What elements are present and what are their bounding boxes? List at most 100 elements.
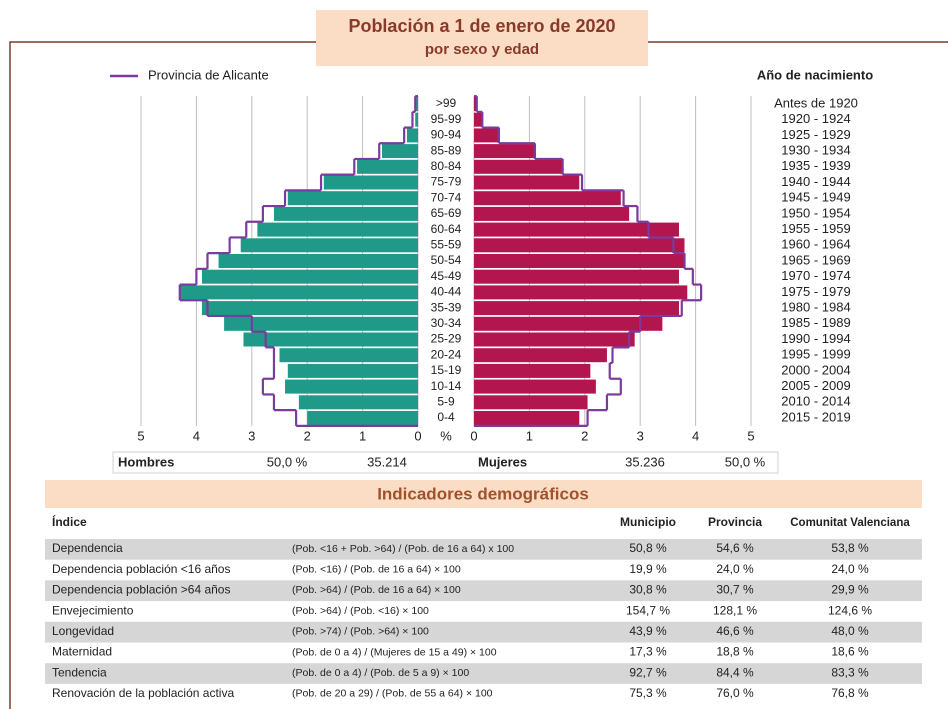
bar-women: [474, 222, 679, 237]
bar-men: [307, 411, 418, 425]
bar-women: [474, 128, 499, 143]
table-title-box: [45, 480, 922, 508]
bar-women: [474, 238, 685, 253]
bar-men: [323, 175, 418, 190]
birth-year-label: 1975 - 1979: [781, 284, 850, 299]
birth-years-title: Año de nacimiento: [757, 67, 873, 82]
indicator-value: 76,0 %: [716, 686, 754, 700]
age-label: 95-99: [431, 112, 462, 126]
birth-year-label: 2005 - 2009: [781, 378, 850, 393]
indicator-formula: (Pob. de 0 a 4) / (Pob. de 5 a 9) × 100: [292, 667, 469, 679]
indicator-value: 83,3 %: [831, 665, 869, 679]
indicator-name: Renovación de la población activa: [52, 686, 234, 700]
indicator-value: 76,8 %: [831, 686, 869, 700]
table-row-bg: [45, 621, 922, 643]
age-label: 30-34: [431, 316, 462, 330]
bar-women: [474, 395, 588, 410]
bar-women: [474, 332, 635, 347]
bar-women: [474, 379, 596, 394]
table-title: Indicadores demográficos: [377, 484, 589, 503]
summary-men-label: Hombres: [118, 454, 174, 469]
summary-men-total: 35.214: [367, 454, 407, 469]
birth-year-label: 1925 - 1929: [781, 127, 850, 142]
x-tick-label: 2: [304, 428, 311, 443]
x-unit: %: [440, 428, 452, 443]
age-label: 70-74: [431, 190, 462, 204]
table-header: Municipio: [620, 515, 676, 529]
table-header: Comunitat Valenciana: [790, 517, 910, 529]
x-tick-label: 0: [470, 428, 477, 443]
bar-men: [287, 191, 418, 206]
birth-year-label: 1930 - 1934: [781, 143, 850, 158]
indicator-value: 46,6 %: [716, 624, 754, 638]
indicator-value: 48,0 %: [831, 624, 869, 638]
birth-year-label: 1940 - 1944: [781, 174, 850, 189]
indicator-value: 50,8 %: [629, 541, 667, 555]
table-header: Índice: [52, 514, 87, 529]
x-tick-label: 4: [193, 428, 200, 443]
birth-year-label: 1995 - 1999: [781, 347, 850, 362]
bar-men: [273, 206, 418, 221]
bar-women: [474, 301, 679, 316]
age-label: 45-49: [431, 269, 462, 283]
indicator-value: 154,7 %: [626, 603, 670, 617]
x-tick-label: 5: [747, 428, 754, 443]
indicator-formula: (Pob. >64) / (Pob. <16) × 100: [292, 605, 429, 617]
age-label: >99: [436, 96, 457, 110]
bar-men: [415, 97, 418, 111]
indicator-value: 124,6 %: [828, 603, 872, 617]
birth-year-label: 1955 - 1959: [781, 221, 850, 236]
indicator-formula: (Pob. de 0 a 4) / (Mujeres de 15 a 49) ×…: [292, 646, 497, 658]
birth-year-label: Antes de 1920: [774, 95, 858, 110]
indicator-name: Longevidad: [52, 624, 114, 638]
birth-year-label: 1960 - 1964: [781, 237, 850, 252]
table-row-bg: [45, 663, 922, 684]
indicator-value: 128,1 %: [713, 603, 757, 617]
indicator-value: 75,3 %: [629, 686, 667, 700]
indicator-value: 19,9 %: [629, 562, 667, 576]
age-label: 15-19: [431, 363, 462, 377]
birth-year-label: 1950 - 1954: [781, 205, 850, 220]
bar-men: [415, 112, 418, 127]
birth-year-label: 2015 - 2019: [781, 409, 850, 424]
summary-row: [112, 451, 779, 474]
indicator-value: 24,0 %: [716, 562, 754, 576]
bar-men: [201, 269, 418, 284]
x-tick-label: 3: [248, 428, 255, 443]
bar-men: [179, 285, 418, 300]
frame: [9, 41, 948, 709]
age-label: 5-9: [437, 394, 455, 408]
birth-year-label: 2010 - 2014: [781, 394, 850, 409]
bar-women: [474, 191, 621, 206]
indicator-value: 29,9 %: [831, 583, 869, 597]
indicator-name: Tendencia: [52, 665, 107, 679]
bar-men: [240, 238, 418, 253]
bar-men: [224, 316, 418, 331]
indicator-value: 30,8 %: [629, 583, 667, 597]
age-label: 90-94: [431, 128, 462, 142]
bar-men: [406, 128, 418, 143]
summary-women-total: 35.236: [625, 454, 665, 469]
birth-year-label: 1935 - 1939: [781, 158, 850, 173]
chart-subtitle: por sexo y edad: [425, 41, 539, 58]
indicator-value: 17,3 %: [629, 645, 667, 659]
summary-men-share: 50,0 %: [267, 454, 308, 469]
birth-year-label: 1970 - 1974: [781, 268, 850, 283]
table-row-bg: [45, 580, 922, 602]
indicator-value: 18,6 %: [831, 645, 869, 659]
summary-women-label: Mujeres: [478, 454, 527, 469]
age-label: 65-69: [431, 206, 462, 220]
bar-women: [474, 363, 591, 378]
x-tick-label: 0: [414, 428, 421, 443]
indicator-value: 84,4 %: [716, 665, 754, 679]
bar-men: [298, 395, 418, 410]
age-label: 10-14: [431, 379, 462, 393]
age-label: 60-64: [431, 222, 462, 236]
indicator-name: Envejecimiento: [52, 603, 134, 617]
table-row-bg: [45, 539, 922, 560]
bar-women: [474, 348, 607, 363]
x-tick-label: 3: [637, 428, 644, 443]
birth-year-label: 1965 - 1969: [781, 252, 850, 267]
indicator-value: 54,6 %: [716, 541, 754, 555]
